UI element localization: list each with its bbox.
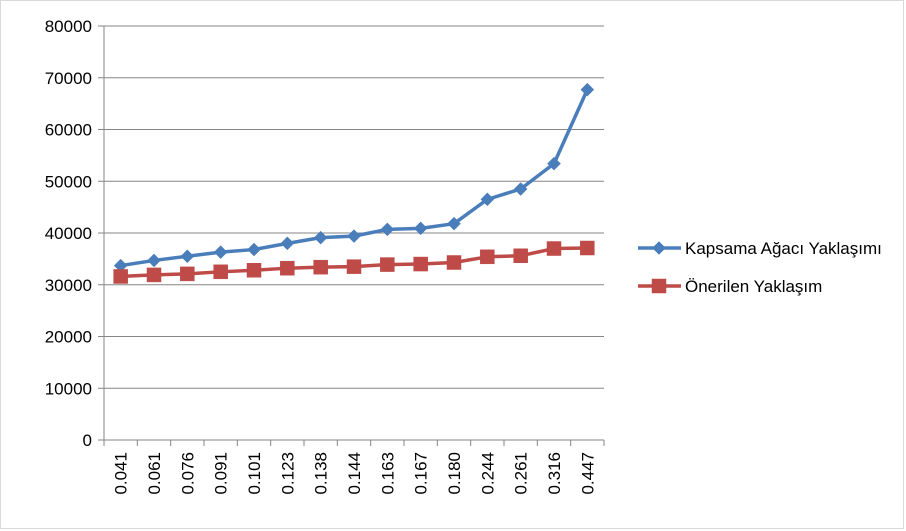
data-point bbox=[313, 230, 328, 245]
y-tick-label: 80000 bbox=[45, 17, 92, 36]
legend-label: Kapsama Ağacı Yaklaşımı bbox=[685, 239, 882, 258]
data-point bbox=[447, 216, 461, 231]
x-tick-label: 0.316 bbox=[545, 452, 564, 495]
series-1 bbox=[113, 82, 595, 273]
x-tick-label: 0.447 bbox=[578, 452, 597, 495]
data-point bbox=[147, 253, 161, 268]
x-tick-label: 0.138 bbox=[312, 452, 331, 495]
data-point bbox=[446, 255, 462, 270]
y-tick-label: 30000 bbox=[45, 276, 92, 295]
data-point bbox=[213, 245, 228, 260]
data-point bbox=[246, 263, 262, 278]
y-tick-label: 60000 bbox=[45, 121, 92, 140]
y-tick-label: 20000 bbox=[45, 328, 92, 347]
data-point bbox=[380, 257, 395, 272]
x-tick-label: 0.041 bbox=[112, 452, 131, 495]
data-point bbox=[513, 182, 528, 196]
x-tick-label: 0.091 bbox=[212, 452, 231, 495]
x-tick-label: 0.144 bbox=[345, 452, 364, 495]
data-point bbox=[247, 242, 261, 257]
y-tick-label: 0 bbox=[83, 431, 92, 450]
data-point bbox=[580, 240, 595, 256]
data-point bbox=[547, 156, 561, 171]
x-tick-label: 0.076 bbox=[178, 452, 197, 495]
data-point bbox=[280, 260, 295, 276]
data-point bbox=[513, 248, 528, 264]
data-point bbox=[280, 236, 295, 251]
data-point bbox=[580, 82, 595, 97]
y-tick-label: 50000 bbox=[45, 172, 92, 191]
tick-labels: 0 10000 20000 30000 40000 50000 60000 70000 8000… bbox=[45, 17, 598, 495]
legend-entry: Önerilen Yaklaşım bbox=[638, 277, 822, 296]
x-tick-label: 0.244 bbox=[478, 452, 497, 495]
x-tick-label: 0.180 bbox=[445, 452, 464, 495]
data-point bbox=[180, 266, 195, 282]
x-tick-label: 0.163 bbox=[378, 452, 397, 495]
axes bbox=[98, 25, 605, 446]
data-point bbox=[651, 278, 667, 294]
x-tick-label: 0.123 bbox=[278, 452, 297, 495]
y-tick-label: 10000 bbox=[45, 379, 92, 398]
data-point bbox=[113, 269, 128, 284]
x-tick-label: 0.261 bbox=[512, 452, 531, 495]
data-point bbox=[413, 221, 428, 236]
data-point bbox=[480, 249, 495, 265]
data-point bbox=[213, 264, 228, 280]
legend-entry: Kapsama Ağacı Yaklaşımı bbox=[638, 239, 882, 258]
data-point bbox=[313, 259, 328, 275]
data-point bbox=[652, 241, 666, 255]
data-point bbox=[480, 192, 495, 207]
data-point bbox=[180, 249, 195, 264]
data-point bbox=[146, 267, 162, 283]
legend: Kapsama Ağacı Yaklaşımı Önerilen Yaklaşım bbox=[638, 239, 882, 296]
data-point bbox=[546, 241, 562, 256]
data-point bbox=[380, 222, 395, 237]
data-point bbox=[413, 256, 428, 272]
gridlines bbox=[104, 25, 604, 389]
y-tick-label: 40000 bbox=[45, 224, 92, 243]
x-tick-label: 0.061 bbox=[145, 452, 164, 495]
x-tick-label: 0.101 bbox=[245, 452, 264, 495]
series-2 bbox=[113, 240, 595, 284]
legend-label: Önerilen Yaklaşım bbox=[685, 277, 822, 296]
x-tick-label: 0.167 bbox=[412, 452, 431, 495]
y-tick-label: 70000 bbox=[45, 69, 92, 88]
data-point bbox=[347, 229, 361, 243]
data-point bbox=[346, 259, 362, 274]
series-lines bbox=[113, 82, 595, 284]
